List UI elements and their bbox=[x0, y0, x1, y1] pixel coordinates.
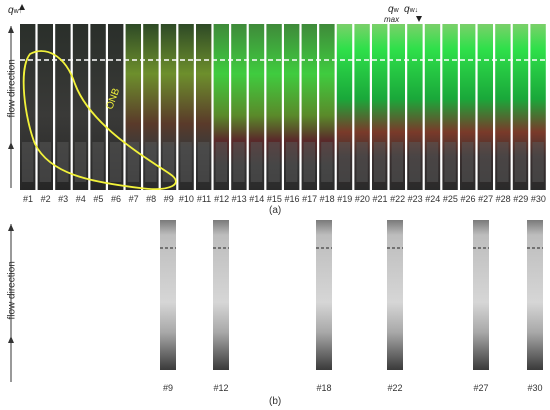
frame-shade-7 bbox=[127, 142, 139, 182]
frame-image-b-9 bbox=[160, 220, 176, 370]
frame-shade-4 bbox=[74, 142, 87, 182]
frame-label-9: #9 bbox=[163, 194, 174, 204]
frame-shade-25 bbox=[444, 142, 456, 182]
frame-image-b-30 bbox=[527, 220, 543, 370]
frame-strip-b bbox=[160, 220, 543, 370]
frame-label-26: #26 bbox=[460, 194, 476, 204]
frame-label-b-22: #22 bbox=[387, 383, 403, 393]
frame-shade-29 bbox=[514, 142, 527, 182]
q-left-label: qw↑ bbox=[8, 5, 23, 16]
frame-label-29: #29 bbox=[513, 194, 529, 204]
frame-label-b-9: #9 bbox=[162, 383, 173, 393]
frame-label-24: #24 bbox=[425, 194, 441, 204]
frame-image-b-18 bbox=[316, 220, 332, 370]
frame-shade-16 bbox=[286, 142, 298, 182]
frame-label-2: #2 bbox=[40, 194, 51, 204]
frame-shade-12 bbox=[215, 142, 227, 182]
frame-shade-14 bbox=[250, 142, 263, 182]
flow-axis-bottom bbox=[8, 224, 14, 382]
arrow-up-icon bbox=[19, 4, 25, 10]
frame-shade-17 bbox=[303, 142, 315, 182]
frame-shade-26 bbox=[462, 142, 474, 182]
q-max-label: qw bbox=[388, 4, 399, 15]
frame-image-b-12 bbox=[213, 220, 229, 370]
frame-label-23: #23 bbox=[407, 194, 423, 204]
frame-label-4: #4 bbox=[75, 194, 86, 204]
q-right-label: qw↓ bbox=[404, 4, 419, 15]
frame-label-8: #8 bbox=[146, 194, 157, 204]
frame-shade-22 bbox=[391, 142, 403, 182]
frame-label-10: #10 bbox=[178, 194, 194, 204]
flow-axis-top bbox=[8, 26, 14, 188]
onb-region-outline bbox=[22, 50, 177, 190]
frame-shade-28 bbox=[497, 142, 509, 182]
frame-shade-20 bbox=[356, 142, 368, 182]
frame-shade-15 bbox=[268, 142, 280, 182]
frame-label-19: #19 bbox=[337, 194, 353, 204]
panel-letter-b: (b) bbox=[269, 396, 282, 407]
frame-shade-1 bbox=[22, 142, 34, 182]
frame-label-6: #6 bbox=[110, 194, 121, 204]
frame-label-21: #21 bbox=[372, 194, 388, 204]
frame-label-28: #28 bbox=[495, 194, 511, 204]
frame-image-b-27 bbox=[473, 220, 489, 370]
frame-shade-10 bbox=[180, 142, 192, 182]
frame-shade-11 bbox=[198, 142, 210, 182]
frame-label-20: #20 bbox=[354, 194, 370, 204]
frame-label-30: #30 bbox=[530, 194, 546, 204]
frame-label-14: #14 bbox=[249, 194, 265, 204]
frame-shade-30 bbox=[532, 142, 544, 182]
frame-label-b-18: #18 bbox=[316, 383, 332, 393]
frame-label-3: #3 bbox=[58, 194, 69, 204]
panel-letter-a: (a) bbox=[269, 205, 282, 216]
frame-label-15: #15 bbox=[266, 194, 282, 204]
frame-label-22: #22 bbox=[390, 194, 406, 204]
q-max-sub-label: max bbox=[384, 15, 400, 24]
frame-label-18: #18 bbox=[319, 194, 335, 204]
frame-label-7: #7 bbox=[128, 194, 139, 204]
frame-label-11: #11 bbox=[196, 194, 212, 204]
frame-label-b-12: #12 bbox=[213, 383, 229, 393]
frame-shade-6 bbox=[110, 142, 122, 182]
arrow-down-icon bbox=[416, 16, 422, 22]
frame-label-b-30: #30 bbox=[527, 383, 543, 393]
frame-shade-5 bbox=[92, 142, 104, 182]
frame-shade-13 bbox=[233, 142, 245, 182]
frame-label-16: #16 bbox=[284, 194, 300, 204]
frame-shade-27 bbox=[479, 142, 491, 182]
frame-label-17: #17 bbox=[302, 194, 318, 204]
frame-shade-21 bbox=[374, 142, 386, 182]
frame-shade-3 bbox=[57, 142, 69, 182]
frame-label-25: #25 bbox=[442, 194, 458, 204]
frame-image-b-22 bbox=[387, 220, 403, 370]
frame-label-5: #5 bbox=[93, 194, 104, 204]
frame-label-13: #13 bbox=[231, 194, 247, 204]
frame-shade-2 bbox=[39, 142, 51, 182]
frame-shade-9 bbox=[162, 142, 175, 182]
frame-shade-24 bbox=[426, 142, 439, 182]
frame-label-1: #1 bbox=[22, 194, 33, 204]
flow-direction-label-top: flow direction bbox=[6, 59, 18, 118]
frame-shade-19 bbox=[338, 142, 351, 182]
frame-label-12: #12 bbox=[214, 194, 230, 204]
frame-shade-18 bbox=[321, 142, 333, 182]
frame-shade-23 bbox=[409, 142, 421, 182]
frame-label-27: #27 bbox=[478, 194, 494, 204]
frame-label-b-27: #27 bbox=[473, 383, 489, 393]
frame-strip-a: ONB bbox=[20, 24, 548, 190]
